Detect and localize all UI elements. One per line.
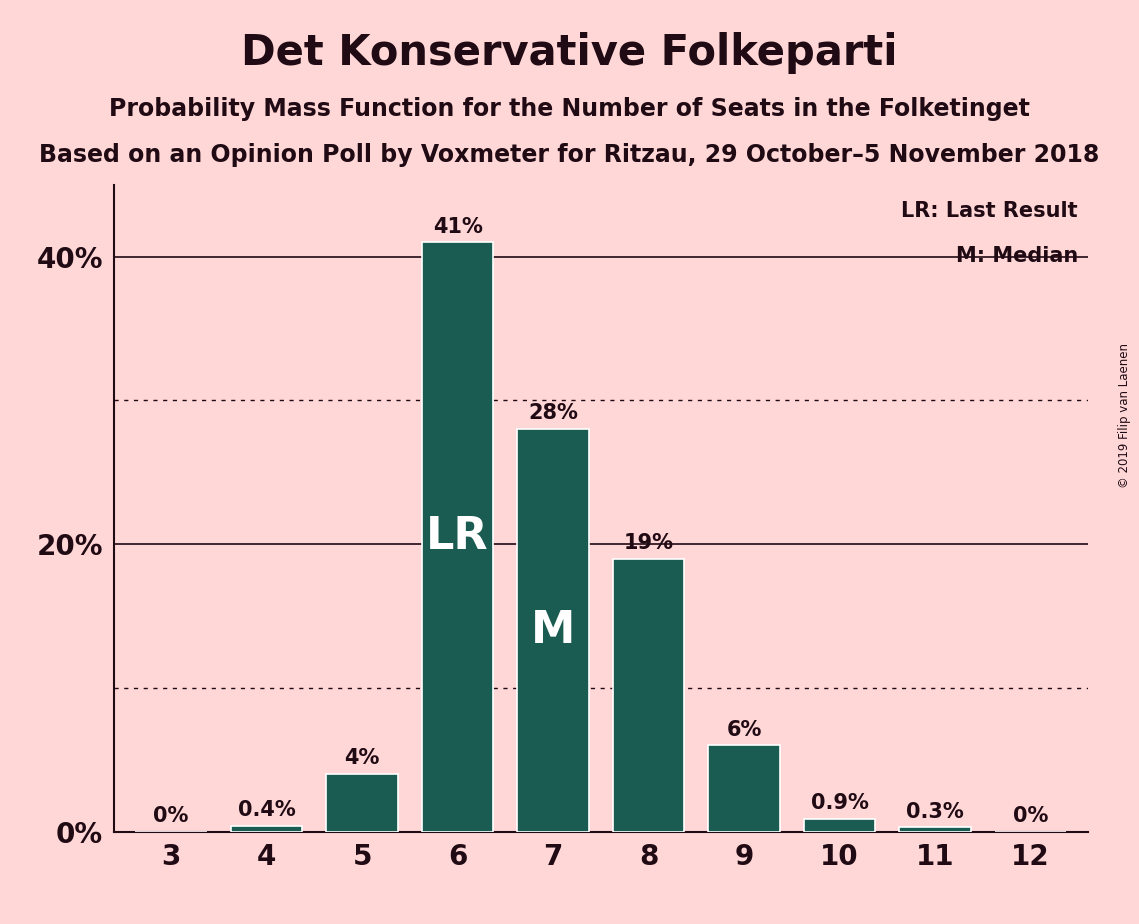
Text: M: Median: M: Median	[956, 246, 1077, 266]
Bar	[613, 558, 685, 832]
Bar	[899, 827, 970, 832]
Text: 0.9%: 0.9%	[811, 793, 868, 813]
Text: 0%: 0%	[1013, 806, 1048, 826]
Text: Det Konservative Folkeparti: Det Konservative Folkeparti	[241, 32, 898, 74]
Text: 0.3%: 0.3%	[907, 801, 964, 821]
Text: Based on an Opinion Poll by Voxmeter for Ritzau, 29 October–5 November 2018: Based on an Opinion Poll by Voxmeter for…	[40, 143, 1099, 167]
Text: 6%: 6%	[727, 720, 762, 739]
Text: 0%: 0%	[154, 806, 189, 826]
Text: 41%: 41%	[433, 216, 483, 237]
Text: 4%: 4%	[344, 748, 379, 769]
Bar	[231, 826, 303, 832]
Bar	[804, 819, 875, 832]
Bar	[327, 774, 398, 832]
Bar	[517, 429, 589, 832]
Text: LR: Last Result: LR: Last Result	[901, 201, 1077, 221]
Text: LR: LR	[426, 516, 489, 558]
Text: 0.4%: 0.4%	[238, 800, 295, 821]
Text: 19%: 19%	[623, 533, 673, 553]
Bar	[708, 746, 780, 832]
Text: M: M	[531, 609, 575, 651]
Text: 28%: 28%	[528, 404, 577, 423]
Text: © 2019 Filip van Laenen: © 2019 Filip van Laenen	[1118, 344, 1131, 488]
Bar	[421, 242, 493, 832]
Text: Probability Mass Function for the Number of Seats in the Folketinget: Probability Mass Function for the Number…	[109, 97, 1030, 121]
